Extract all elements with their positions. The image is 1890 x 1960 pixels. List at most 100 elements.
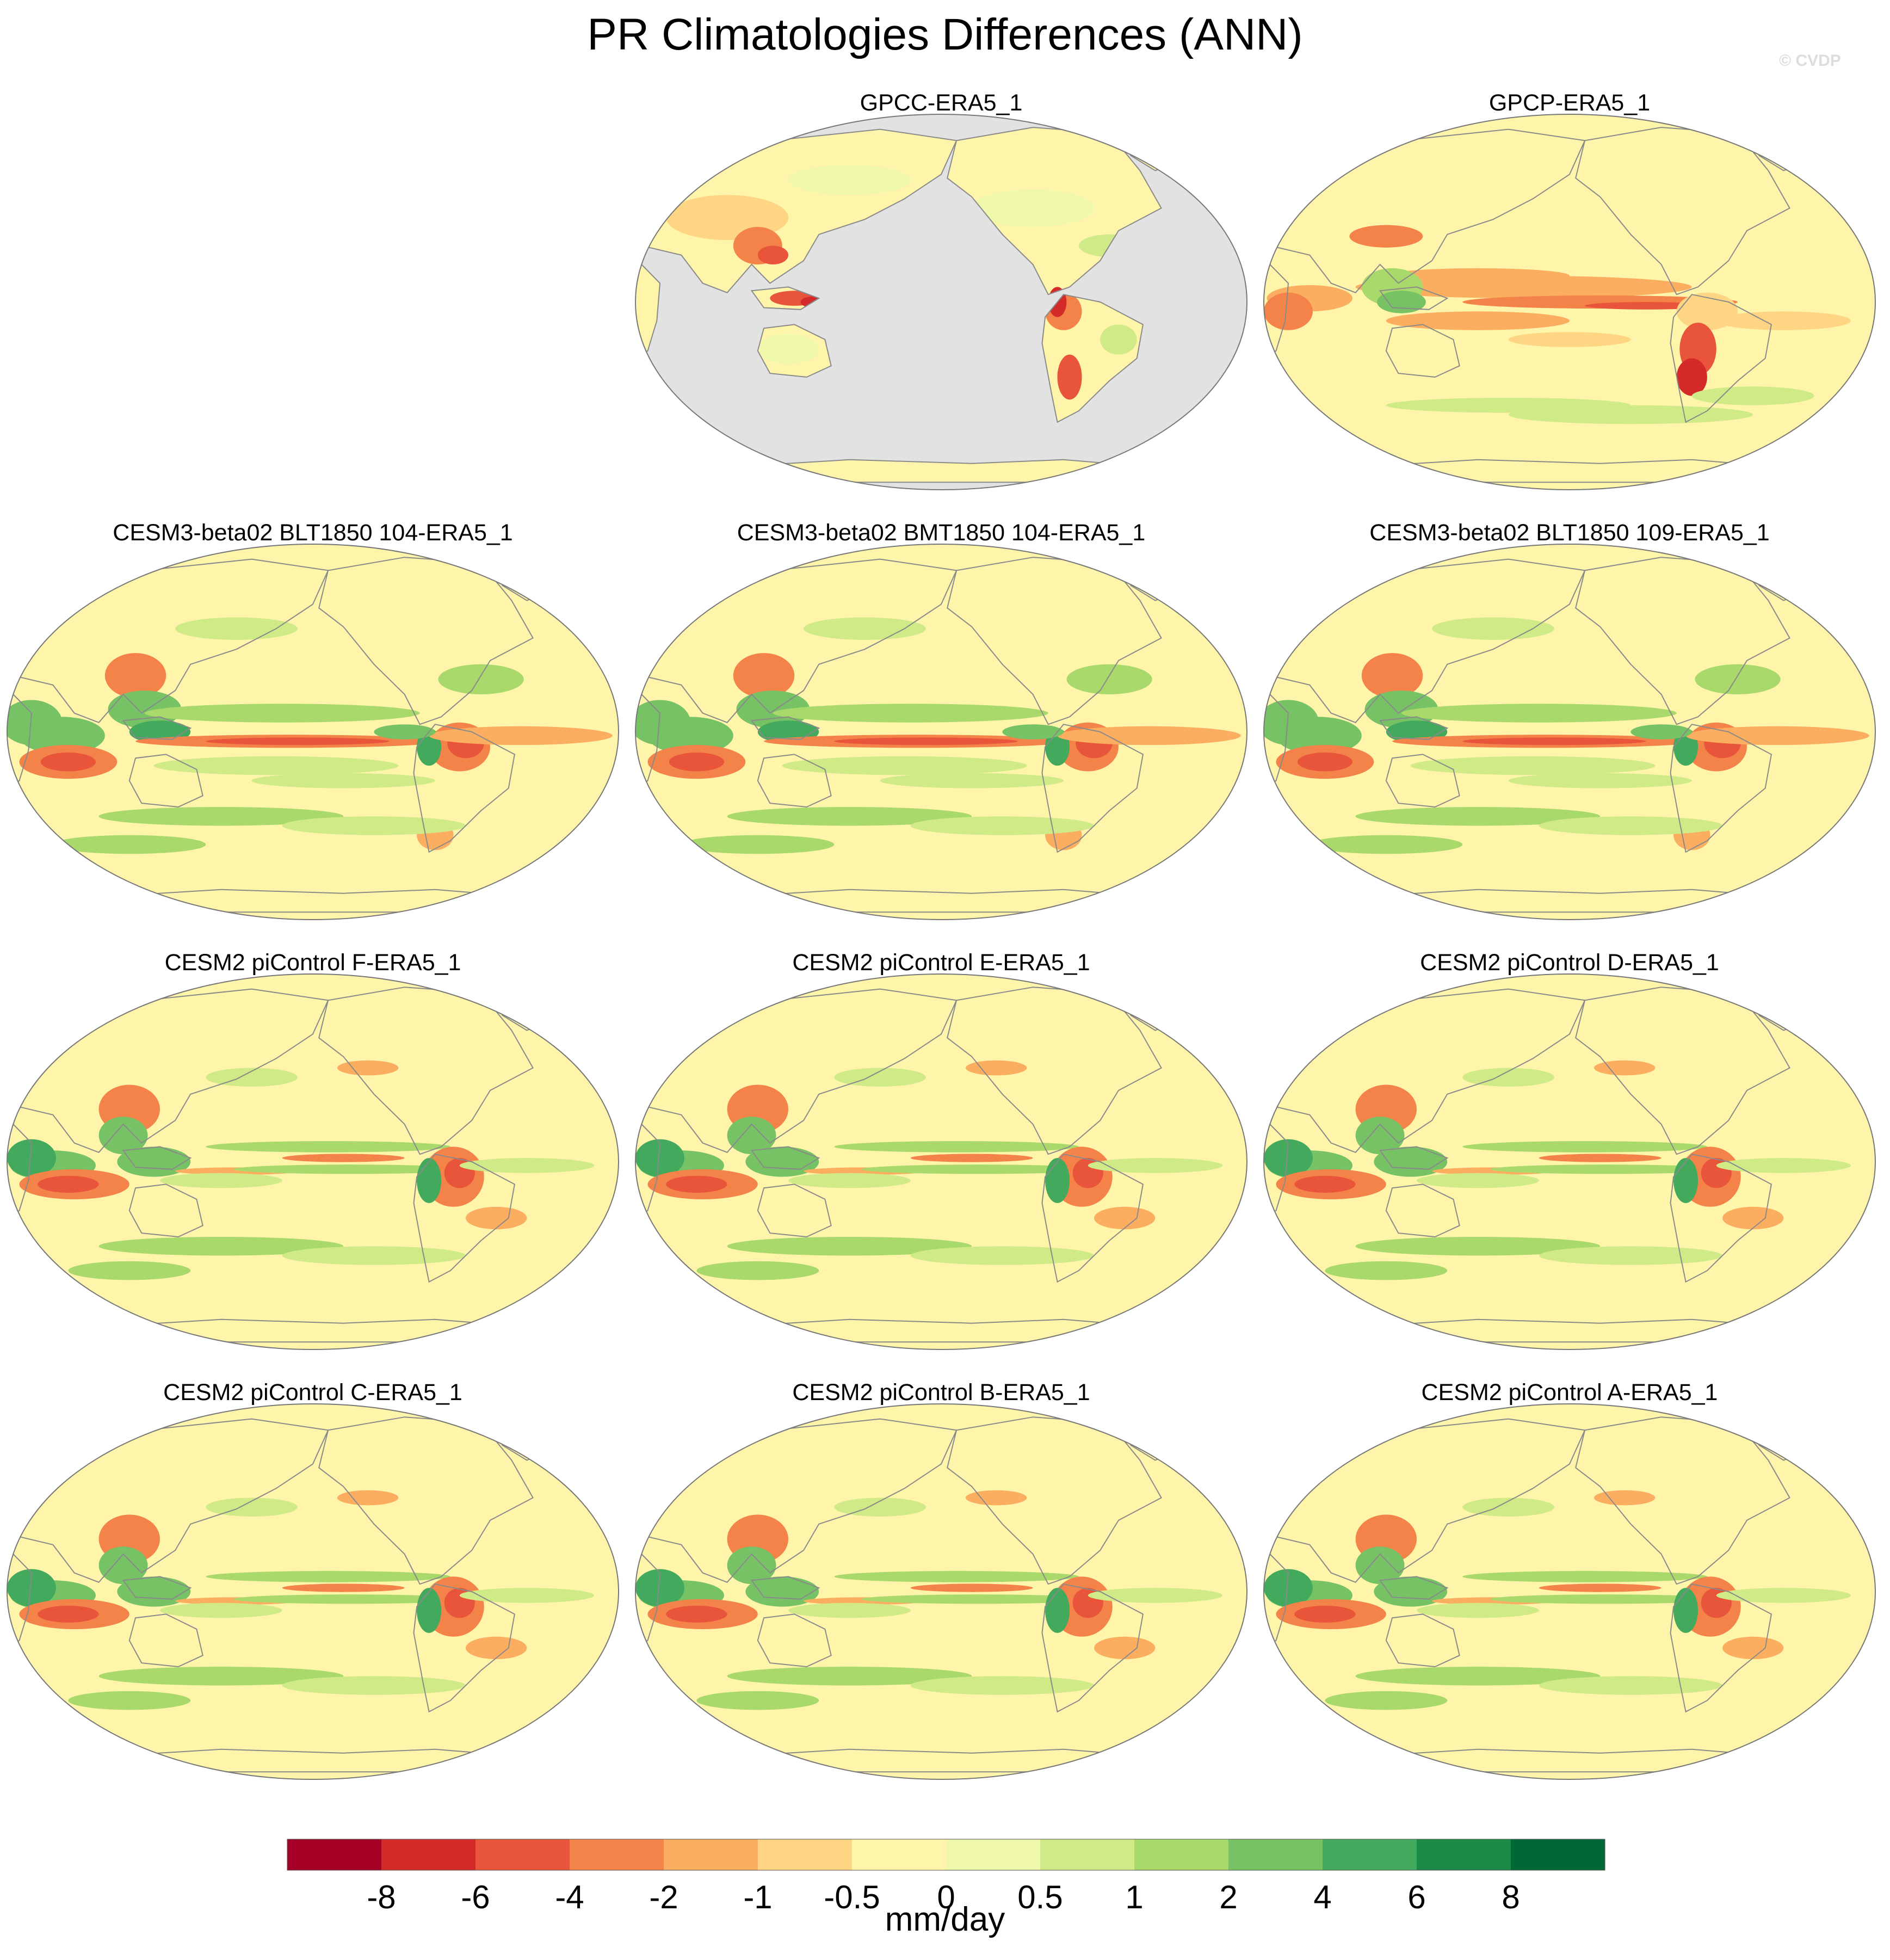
map-outline (635, 114, 1247, 490)
colorbar-box (1323, 1839, 1417, 1870)
precip-anomaly (1593, 1490, 1656, 1506)
precip-anomaly (1676, 358, 1707, 396)
coastline-eurasia (13, 988, 329, 1153)
coastline-eurasia (1269, 988, 1586, 1153)
coastline-australia (757, 1613, 832, 1668)
precip-anomaly (727, 807, 972, 826)
precip-anomaly (1716, 311, 1851, 330)
precip-anomaly (40, 752, 96, 772)
precip-anomaly (773, 704, 1048, 723)
precip-anomaly (53, 835, 206, 854)
precip-anomaly (965, 1490, 1027, 1506)
precip-anomaly (965, 1060, 1027, 1076)
precip-anomaly (1462, 737, 1646, 745)
colorbar-box (1040, 1839, 1134, 1870)
map-outline (635, 973, 1247, 1350)
colorbar-box (946, 1839, 1040, 1870)
precip-anomaly (1410, 756, 1656, 775)
coastline-indonesia (122, 1146, 192, 1170)
panel-title: CESM3-beta02 BMT1850 104-ERA5_1 (737, 520, 1146, 546)
precip-anomaly (1490, 1164, 1722, 1174)
panel-title: GPCC-ERA5_1 (860, 90, 1023, 116)
precip-anomaly (669, 752, 724, 772)
panel-title: CESM2 piControl D-ERA5_1 (1420, 950, 1719, 976)
precip-anomaly (429, 726, 613, 745)
map-panel: CESM3-beta02 BLT1850 104-ERA5_1 (7, 520, 619, 920)
precip-anomaly (1355, 1546, 1405, 1585)
coastline-africa (635, 263, 661, 360)
panel-title: CESM2 piControl F-ERA5_1 (165, 950, 461, 976)
map-field (7, 1404, 619, 1779)
precip-anomaly (98, 1667, 344, 1686)
precip-anomaly (1057, 354, 1082, 400)
coastline-indonesia (122, 1576, 192, 1600)
precip-anomaly (1462, 1141, 1707, 1152)
precip-anomaly (1094, 1636, 1156, 1660)
precip-anomaly (757, 334, 819, 364)
coastline-australia (128, 1613, 203, 1668)
coastline-samerica (413, 724, 516, 853)
coastline-africa (635, 1123, 661, 1219)
colorbar-tick-label: 0 (937, 1879, 955, 1915)
precip-anomaly (1539, 816, 1722, 835)
precip-anomaly (459, 1588, 595, 1603)
precip-anomaly (438, 664, 524, 694)
coastline-indonesia (750, 1146, 820, 1170)
precip-anomaly (1355, 807, 1601, 826)
precip-anomaly (1539, 1246, 1722, 1265)
coastline-australia (757, 1184, 832, 1238)
map-panel: CESM2 piControl E-ERA5_1 (635, 950, 1247, 1350)
colorbar-tick-label: 4 (1313, 1879, 1331, 1915)
precip-anomaly (861, 1594, 1094, 1604)
coastline-eurasia (1269, 1418, 1586, 1583)
panel-title: CESM2 piControl E-ERA5_1 (792, 950, 1090, 976)
precip-anomaly (681, 835, 835, 854)
coastline-samerica (1670, 294, 1772, 423)
map-panel: CESM2 piControl C-ERA5_1 (7, 1379, 619, 1780)
precip-anomaly (1685, 726, 1869, 745)
colorbar-tick-label: 8 (1502, 1879, 1520, 1915)
precip-anomaly (666, 1605, 727, 1623)
coastline-australia (757, 754, 832, 808)
map-field (635, 1404, 1247, 1779)
precip-anomaly (206, 737, 390, 745)
precip-anomaly (1361, 653, 1423, 698)
precip-anomaly (804, 617, 926, 640)
panel-title: CESM2 piControl A-ERA5_1 (1422, 1379, 1718, 1406)
colorbar-tick-label: 0.5 (1017, 1879, 1063, 1915)
map-field (1264, 544, 1875, 920)
precip-anomaly (696, 1261, 819, 1280)
precip-anomaly (861, 1164, 1094, 1174)
precip-anomaly (1593, 1060, 1656, 1076)
precip-anomaly (1462, 1571, 1707, 1582)
precip-anomaly (972, 189, 1094, 227)
precip-anomaly (1002, 724, 1064, 739)
precip-anomaly (635, 1569, 684, 1607)
coastline-indonesia (1379, 1146, 1449, 1170)
precip-anomaly (1349, 225, 1423, 248)
precip-anomaly (1401, 704, 1677, 723)
coastline-eurasia (13, 558, 329, 723)
coastline-samerica (413, 1583, 516, 1713)
map-panel: GPCP-ERA5_1 (1263, 90, 1876, 490)
map-panel: CESM2 piControl F-ERA5_1 (7, 950, 619, 1350)
coastline-africa (1264, 1123, 1289, 1219)
coastline-africa (7, 1123, 33, 1219)
coastline-africa (7, 693, 33, 790)
coastline-africa (1264, 693, 1289, 790)
precip-anomaly (7, 1139, 56, 1177)
coastline-australia (1385, 1184, 1460, 1238)
precip-anomaly (1325, 1691, 1448, 1710)
map-outline (1263, 973, 1876, 1350)
precip-anomaly (727, 1237, 972, 1256)
precip-anomaly (108, 691, 182, 729)
precip-anomaly (1364, 691, 1438, 729)
coastline-indonesia (750, 1576, 820, 1600)
colorbar-tick-label: 2 (1219, 1879, 1237, 1915)
precip-anomaly (910, 816, 1094, 835)
coastline-eurasia (13, 1418, 329, 1583)
map-outline (7, 544, 619, 920)
coastline-indonesia (750, 286, 820, 310)
coastline-australia (128, 754, 203, 808)
